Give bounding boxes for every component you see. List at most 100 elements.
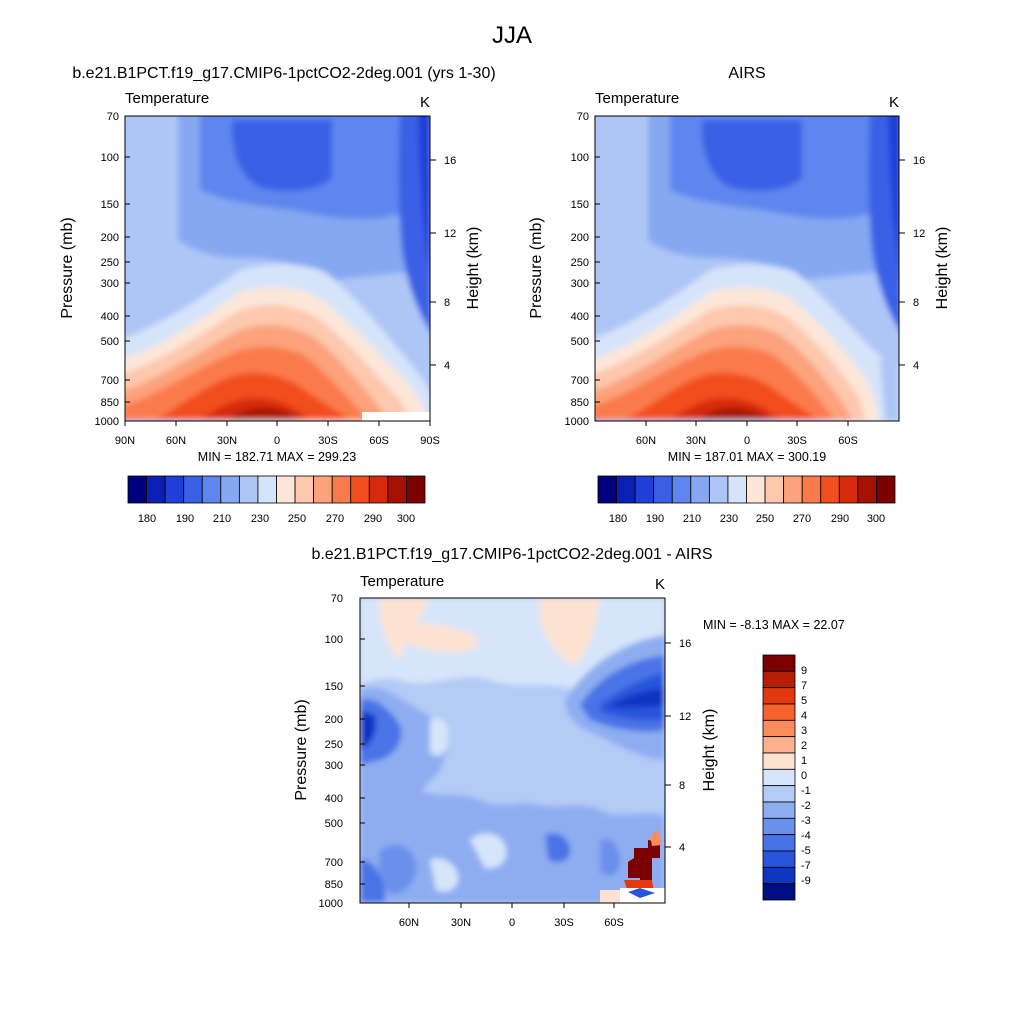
colorbar-swatch [313, 475, 333, 504]
panel-diff-pressure-tick: 1000 [319, 898, 365, 910]
colorbar-swatch [762, 687, 796, 705]
panel-model-pressure-tick: 100 [101, 152, 130, 164]
svg-text:70: 70 [577, 111, 589, 123]
panel-diff-pressure-tick: 400 [325, 793, 365, 805]
figure-title: JJA [492, 22, 532, 49]
svg-text:4: 4 [679, 842, 685, 854]
panel-model-colorbar: 180 190 210 230 250 270 290 300 [127, 475, 426, 525]
panel-diff-lat-tick: 0 [509, 903, 515, 929]
svg-text:700: 700 [571, 375, 589, 387]
panel-diff-height-tick: 4 [665, 842, 685, 854]
panel-diff-colorbar-label: 7 [801, 680, 807, 692]
panel-diff: b.e21.B1PCT.f19_g17.CMIP6-1pctCO2-2deg.0… [293, 546, 845, 929]
panel-model-pressure-tick: 70 [107, 111, 130, 123]
svg-text:300: 300 [571, 278, 589, 290]
panel-diff-pressure-tick: 150 [325, 681, 365, 693]
panel-obs-pressure-tick: 150 [571, 199, 600, 211]
panel-diff-colorbar-label: -9 [801, 875, 811, 887]
colorbar-swatch [294, 475, 315, 504]
colorbar-swatch [276, 475, 296, 504]
colorbar-swatch [801, 475, 822, 504]
svg-text:16: 16 [444, 155, 456, 167]
panel-diff-contour-field [360, 598, 665, 903]
panel-diff-lat-axis: 60N 30N 0 30S 60S [399, 903, 624, 929]
panel-diff-height-tick: 16 [665, 638, 691, 650]
colorbar-swatch [762, 768, 796, 787]
panel-model-colorbar-label: 250 [288, 513, 306, 525]
colorbar-swatch [762, 703, 796, 721]
panel-model-pressure-tick: 400 [101, 311, 130, 323]
colorbar-swatch [350, 475, 370, 504]
colorbar-swatch [406, 475, 426, 504]
panel-diff-colorbar-boxes [762, 654, 796, 901]
panel-obs-pressure-tick: 200 [571, 232, 600, 244]
panel-model-colorbar-label: 270 [326, 513, 344, 525]
svg-text:150: 150 [571, 199, 589, 211]
svg-text:250: 250 [325, 739, 343, 751]
colorbar-swatch [368, 475, 389, 504]
svg-text:250: 250 [101, 257, 119, 269]
panel-diff-pressure-tick: 100 [325, 634, 365, 646]
colorbar-swatch [762, 883, 796, 901]
svg-text:12: 12 [444, 228, 456, 240]
panel-diff-colorbar-label: 2 [801, 740, 807, 752]
panel-model-height-tick: 8 [430, 297, 450, 309]
svg-text:0: 0 [274, 435, 280, 447]
svg-text:400: 400 [571, 311, 589, 323]
panel-diff-colorbar-label: -1 [801, 785, 811, 797]
panel-obs-variable-label: Temperature [595, 90, 679, 107]
panel-obs-height-axis: 16 12 8 4 [899, 155, 925, 372]
colorbar-swatch [746, 475, 766, 504]
panel-diff-height-tick: 12 [665, 711, 691, 723]
panel-obs: AIRS Temperature K [528, 65, 951, 525]
panel-obs-ylabel-right: Height (km) [934, 227, 951, 310]
panel-obs-pressure-tick: 500 [571, 336, 600, 348]
panel-model-contour-field [125, 116, 430, 421]
panel-obs-lat-tick: 60N [636, 421, 656, 447]
svg-text:700: 700 [101, 375, 119, 387]
panel-diff-lat-tick: 60S [604, 903, 624, 929]
panel-obs-height-tick: 16 [899, 155, 925, 167]
svg-text:500: 500 [571, 336, 589, 348]
svg-text:90N: 90N [115, 435, 135, 447]
svg-text:300: 300 [325, 760, 343, 772]
panel-diff-lat-tick: 60N [399, 903, 419, 929]
svg-text:200: 200 [101, 232, 119, 244]
panel-model-units-label: K [420, 94, 430, 111]
panel-model-pressure-tick: 1000 [95, 416, 130, 428]
svg-text:100: 100 [325, 634, 343, 646]
colorbar-swatch [238, 475, 259, 504]
svg-text:90S: 90S [420, 435, 440, 447]
colorbar-swatch [708, 475, 729, 504]
svg-text:500: 500 [325, 818, 343, 830]
colorbar-swatch [762, 866, 796, 885]
panel-model-colorbar-boxes [127, 475, 426, 504]
panel-model-pressure-tick: 850 [101, 397, 130, 409]
panel-obs-colorbar: 180 190 210 230 250 270 290 300 [597, 475, 896, 525]
svg-text:500: 500 [101, 336, 119, 348]
panel-obs-colorbar-label: 290 [831, 513, 849, 525]
svg-text:1000: 1000 [95, 416, 119, 428]
panel-model-variable-label: Temperature [125, 90, 209, 107]
panel-model-pressure-tick: 250 [101, 257, 130, 269]
panel-obs-pressure-tick: 100 [571, 152, 600, 164]
panel-model-colorbar-label: 210 [213, 513, 231, 525]
colorbar-swatch [183, 475, 203, 504]
panel-obs-height-tick: 4 [899, 360, 919, 372]
panel-obs-title: AIRS [728, 65, 765, 82]
colorbar-swatch [876, 475, 896, 504]
panel-obs-ylabel: Pressure (mb) [528, 217, 545, 318]
colorbar-swatch [146, 475, 166, 504]
panel-model-colorbar-label: 290 [364, 513, 382, 525]
panel-obs-lat-tick: 0 [744, 421, 750, 447]
svg-text:100: 100 [101, 152, 119, 164]
colorbar-swatch [762, 654, 796, 672]
panel-model-lat-tick: 0 [274, 421, 280, 447]
colorbar-swatch [762, 719, 796, 738]
panel-diff-colorbar-label: 3 [801, 725, 807, 737]
colorbar-swatch [762, 785, 796, 803]
panel-diff-stats: MIN = -8.13 MAX = 22.07 [703, 618, 845, 632]
colorbar-swatch [762, 752, 796, 770]
colorbar-swatch [597, 475, 617, 504]
panel-model-colorbar-label: 230 [251, 513, 269, 525]
